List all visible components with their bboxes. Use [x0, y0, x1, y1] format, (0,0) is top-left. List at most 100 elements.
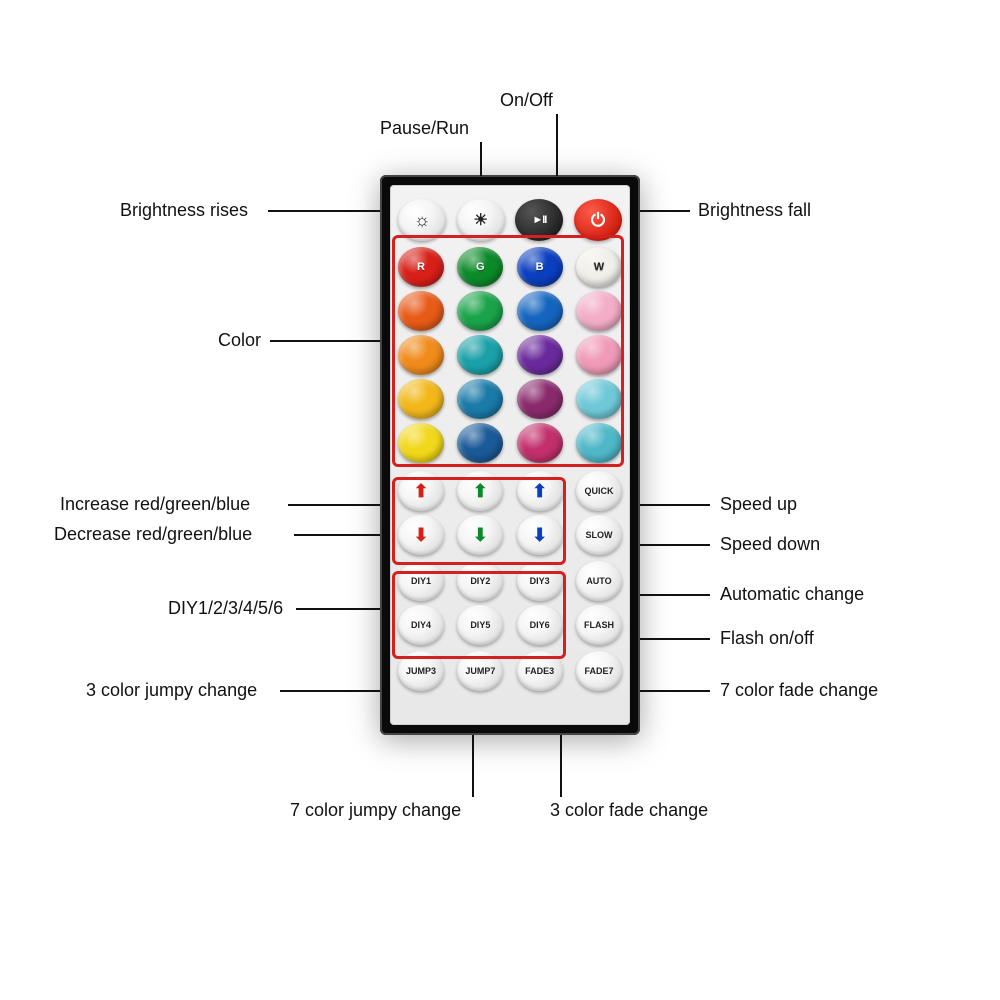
label-auto: Automatic change [720, 584, 864, 605]
color-letter: W [594, 261, 604, 273]
label-diy: DIY1/2/3/4/5/6 [168, 598, 283, 619]
color-button[interactable] [576, 291, 622, 331]
leader [556, 114, 558, 176]
jump7-label: JUMP7 [465, 666, 495, 676]
label-speedup: Speed up [720, 494, 797, 515]
fade7-button[interactable]: FADE7 [576, 651, 622, 691]
color-row [398, 335, 622, 375]
remote-body: ☼ ☀ ►II ⏻ R G B W ⬆ ⬆ ⬆ QUICK [380, 175, 640, 735]
label-color: Color [218, 330, 261, 351]
slow-label: SLOW [585, 530, 612, 540]
color-button[interactable] [517, 291, 563, 331]
color-button[interactable] [517, 335, 563, 375]
color-button[interactable] [576, 335, 622, 375]
arrow-up-icon: ⬆ [413, 481, 428, 502]
blue-down-button[interactable]: ⬇ [517, 515, 563, 555]
quick-button[interactable]: QUICK [576, 471, 622, 511]
color-row [398, 291, 622, 331]
power-button[interactable]: ⏻ [574, 199, 622, 241]
label-fade7: 7 color fade change [720, 680, 878, 701]
color-button[interactable] [457, 423, 503, 463]
color-button[interactable]: R [398, 247, 444, 287]
blue-up-button[interactable]: ⬆ [517, 471, 563, 511]
leader [294, 534, 380, 536]
color-button[interactable] [576, 379, 622, 419]
jump7-button[interactable]: JUMP7 [457, 651, 503, 691]
leader [640, 504, 710, 506]
bottom-row: JUMP3 JUMP7 FADE3 FADE7 [398, 651, 622, 691]
label-jumpy7: 7 color jumpy change [290, 800, 461, 821]
diy3-button[interactable]: DIY3 [517, 561, 563, 601]
diy2-label: DIY2 [470, 576, 490, 586]
label-pauserun: Pause/Run [380, 118, 469, 139]
arrow-down-icon: ⬇ [413, 525, 428, 546]
leader [280, 690, 380, 692]
diy5-button[interactable]: DIY5 [457, 605, 503, 645]
arrow-down-icon: ⬇ [532, 525, 547, 546]
color-button[interactable]: G [457, 247, 503, 287]
leader [472, 735, 474, 797]
jump3-button[interactable]: JUMP3 [398, 651, 444, 691]
color-button[interactable]: W [576, 247, 622, 287]
diy4-button[interactable]: DIY4 [398, 605, 444, 645]
auto-button[interactable]: AUTO [576, 561, 622, 601]
play-pause-icon: ►II [532, 214, 546, 226]
color-button[interactable] [457, 291, 503, 331]
diy1-button[interactable]: DIY1 [398, 561, 444, 601]
color-button[interactable] [457, 379, 503, 419]
green-down-button[interactable]: ⬇ [457, 515, 503, 555]
leader [270, 340, 380, 342]
arrow-down-row: ⬇ ⬇ ⬇ SLOW [398, 515, 622, 555]
leader [640, 594, 710, 596]
color-button[interactable] [398, 291, 444, 331]
color-button[interactable] [398, 423, 444, 463]
color-row [398, 423, 622, 463]
arrow-up-icon: ⬆ [532, 481, 547, 502]
color-button[interactable] [576, 423, 622, 463]
fade3-button[interactable]: FADE3 [517, 651, 563, 691]
label-brightness-rises: Brightness rises [120, 200, 248, 221]
quick-label: QUICK [584, 486, 613, 496]
remote-face: ☼ ☀ ►II ⏻ R G B W ⬆ ⬆ ⬆ QUICK [390, 185, 630, 725]
color-button[interactable] [517, 423, 563, 463]
label-jumpy3: 3 color jumpy change [86, 680, 257, 701]
label-brightness-fall: Brightness fall [698, 200, 811, 221]
jump3-label: JUMP3 [406, 666, 436, 676]
color-letter: B [536, 261, 544, 273]
arrow-down-icon: ⬇ [473, 525, 488, 546]
color-button[interactable] [517, 379, 563, 419]
sun-down-icon: ☀ [473, 210, 487, 230]
red-up-button[interactable]: ⬆ [398, 471, 444, 511]
leader [296, 608, 380, 610]
diy-row-2: DIY4 DIY5 DIY6 FLASH [398, 605, 622, 645]
label-fade3: 3 color fade change [550, 800, 708, 821]
color-button[interactable] [398, 335, 444, 375]
green-up-button[interactable]: ⬆ [457, 471, 503, 511]
fade3-label: FADE3 [525, 666, 554, 676]
diy4-label: DIY4 [411, 620, 431, 630]
label-dec-rgb: Decrease red/green/blue [54, 524, 252, 545]
slow-button[interactable]: SLOW [576, 515, 622, 555]
color-row [398, 379, 622, 419]
leader [560, 735, 562, 797]
flash-button[interactable]: FLASH [576, 605, 622, 645]
color-button[interactable] [457, 335, 503, 375]
diy3-label: DIY3 [530, 576, 550, 586]
play-pause-button[interactable]: ►II [515, 199, 563, 241]
diy5-label: DIY5 [470, 620, 490, 630]
color-button[interactable] [398, 379, 444, 419]
diy1-label: DIY1 [411, 576, 431, 586]
diy6-button[interactable]: DIY6 [517, 605, 563, 645]
brightness-down-button[interactable]: ☀ [457, 199, 505, 241]
leader [640, 690, 710, 692]
diy2-button[interactable]: DIY2 [457, 561, 503, 601]
red-down-button[interactable]: ⬇ [398, 515, 444, 555]
label-speeddown: Speed down [720, 534, 820, 555]
brightness-up-button[interactable]: ☼ [398, 199, 446, 241]
leader [640, 638, 710, 640]
label-onoff: On/Off [500, 90, 553, 111]
top-row: ☼ ☀ ►II ⏻ [398, 199, 622, 241]
color-button[interactable]: B [517, 247, 563, 287]
arrow-up-icon: ⬆ [473, 481, 488, 502]
color-letter: G [476, 261, 485, 273]
